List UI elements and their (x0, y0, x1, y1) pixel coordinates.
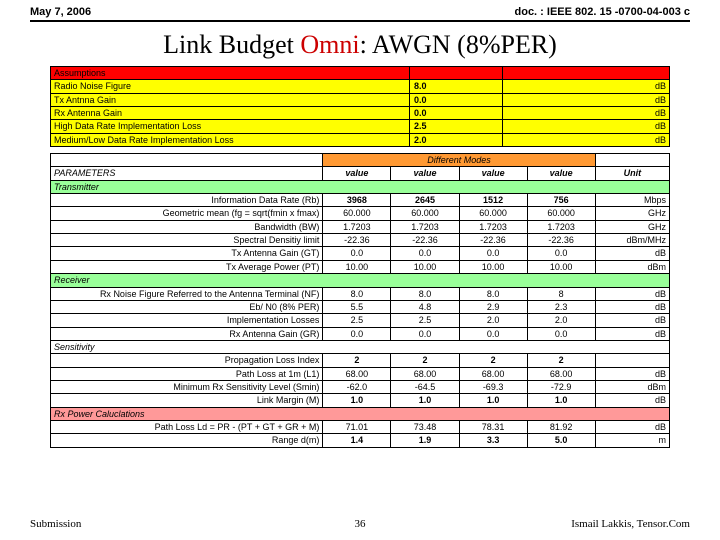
footer-right: Ismail Lakkis, Tensor.Com (571, 518, 690, 530)
slide-header: May 7, 2006 doc. : IEEE 802. 15 -0700-04… (0, 0, 720, 20)
modes-header: Different Modes (323, 154, 595, 167)
table-row: Implementation Losses2.52.52.02.0dB (51, 314, 670, 327)
table-row: Rx Antenna Gain0.0dB (51, 107, 670, 120)
table-row: Rx Noise Figure Referred to the Antenna … (51, 287, 670, 300)
table-row: Eb/ N0 (8% PER)5.54.82.92.3dB (51, 300, 670, 313)
table-row: Information Data Rate (Rb)39682645151275… (51, 194, 670, 207)
table-row: Geometric mean (fg = sqrt(fmin x fmax)60… (51, 207, 670, 220)
slide-title: Link Budget Omni: AWGN (8%PER) (0, 30, 720, 60)
table-row: Link Margin (M)1.01.01.01.0dB (51, 394, 670, 407)
table-row: Spectral Densitiy limit-22.36-22.36-22.3… (51, 234, 670, 247)
table-row: Radio Noise Figure8.0dB (51, 80, 670, 93)
table-row: Tx Average Power (PT)10.0010.0010.0010.0… (51, 260, 670, 273)
table-row: Path Loss Ld = PR - (PT + GT + GR + M)71… (51, 420, 670, 433)
table-row: Rx Antenna Gain (GR)0.00.00.00.0dB (51, 327, 670, 340)
table-row: Path Loss at 1m (L1)68.0068.0068.0068.00… (51, 367, 670, 380)
transmitter-header: Transmitter (51, 180, 670, 193)
content-area: Assumptions Radio Noise Figure8.0dB Tx A… (0, 66, 720, 448)
header-docnum: doc. : IEEE 802. 15 -0700-04-003 c (515, 6, 691, 18)
receiver-header: Receiver (51, 274, 670, 287)
header-date: May 7, 2006 (30, 6, 91, 18)
table-row: High Data Rate Implementation Loss2.5dB (51, 120, 670, 133)
table-row: Tx Antnna Gain0.0dB (51, 93, 670, 106)
assumptions-table: Assumptions Radio Noise Figure8.0dB Tx A… (50, 66, 670, 147)
table-row: Tx Antenna Gain (GT)0.00.00.00.0dB (51, 247, 670, 260)
rxpower-header: Rx Power Caluclations (51, 407, 670, 420)
header-rule (30, 20, 690, 22)
table-row: Propagation Loss Index2222 (51, 354, 670, 367)
table-row: Medium/Low Data Rate Implementation Loss… (51, 133, 670, 146)
parameters-table: Different Modes PARAMETERS value value v… (50, 153, 670, 448)
table-row: Range d(m)1.41.93.35.0m (51, 434, 670, 447)
footer-left: Submission (30, 518, 81, 530)
sensitivity-header: Sensitivity (51, 340, 670, 353)
parameters-label: PARAMETERS (51, 167, 323, 180)
slide-footer: Submission Ismail Lakkis, Tensor.Com (30, 518, 690, 530)
assumptions-header: Assumptions (51, 67, 410, 80)
table-row: Minimum Rx Sensitivity Level (Smin)-62.0… (51, 380, 670, 393)
table-row: Bandwidth (BW)1.72031.72031.72031.7203GH… (51, 220, 670, 233)
